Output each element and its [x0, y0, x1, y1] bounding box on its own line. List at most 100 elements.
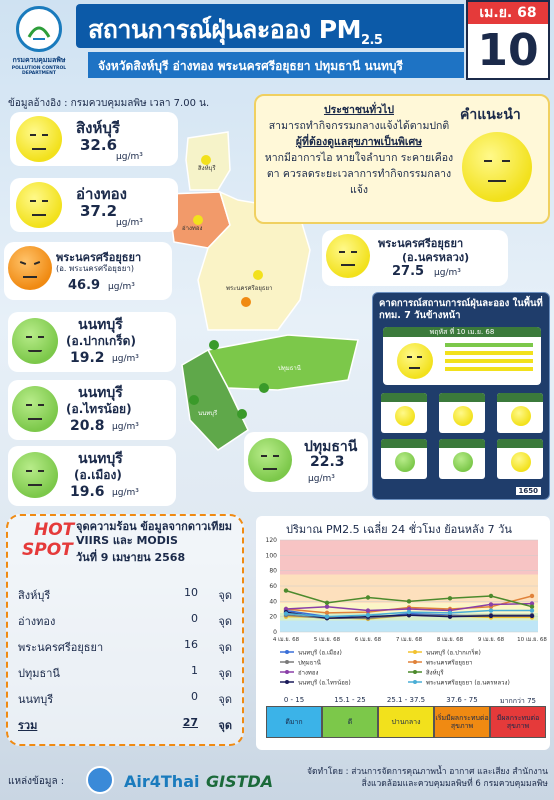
hotspot-panel: HOT SPOT จุดความร้อน ข้อมูลจากดาวเทียม V…	[6, 514, 244, 746]
data-point	[283, 606, 289, 612]
map-label-ayutthaya: พระนครศรีอยุธยา	[226, 284, 272, 292]
station-name: พระนครศรีอยุธยา	[378, 237, 464, 250]
hotspot-unit: จุด	[218, 667, 232, 680]
forecast-main-date: พฤหัส ที่ 10 เม.ย. 68	[383, 327, 541, 337]
pm25-line-chart: 0 20 40 60 80 100 120 4 เม.ย. 68 5 เม.ย. 68 6 เม.…	[266, 537, 548, 687]
good-face-icon	[248, 438, 292, 482]
station-value: 46.9	[68, 278, 101, 293]
good-face-icon	[12, 386, 58, 432]
good-face-icon	[453, 452, 473, 472]
data-point	[529, 601, 535, 606]
hotspot-title-hot: HOT	[34, 520, 75, 540]
marker-angthong	[193, 215, 203, 225]
hotspot-date: วันที่ 9 เมษายน 2568	[76, 551, 186, 564]
data-point	[324, 604, 330, 609]
data-point	[488, 602, 494, 607]
aqi-level-cell: ดีมาก	[266, 706, 322, 738]
marker-nakhonluang	[253, 270, 263, 280]
hotspot-unit: จุด	[218, 615, 232, 628]
hotspot-province: นนทบุรี	[18, 693, 54, 706]
hotspot-count: 0	[191, 690, 198, 703]
station-unit: µg/m³	[112, 488, 139, 498]
station-unit: µg/m³	[434, 268, 461, 278]
data-point	[447, 614, 453, 619]
aqi-range-label: 25.1 - 37.5	[386, 696, 426, 704]
chart-band	[280, 574, 538, 604]
advice-general-body: สามารถทำกิจกรรมกลางแจ้งได้ตามปกติ	[268, 120, 450, 132]
y-tick-label: 60	[269, 583, 277, 590]
y-tick-label: 100	[266, 552, 278, 559]
station-unit: µg/m³	[116, 152, 143, 162]
hotline-number: 1650	[515, 487, 541, 495]
map-pathum	[206, 334, 359, 391]
aqi-level-cell: มีผลกระทบต่อสุขภาพ	[490, 706, 546, 738]
data-point	[529, 613, 535, 619]
legend-label: อ่างทอง	[298, 670, 318, 677]
data-point	[365, 612, 371, 618]
chart-title: ปริมาณ PM2.5 เฉลี่ย 24 ชั่วโมง ย้อนหลัง …	[286, 523, 512, 536]
advice-panel: ประชาชนทั่วไป สามารถทำกิจกรรมกลางแจ้งได้…	[254, 94, 550, 224]
marker-sainoi	[237, 409, 247, 419]
data-point	[283, 588, 289, 593]
map-label-singburi: สิงห์บุรี	[198, 164, 217, 172]
legend-marker	[285, 670, 289, 674]
station-value: 27.5	[392, 264, 425, 279]
marker-pathum	[259, 383, 269, 393]
page-subtitle: จังหวัดสิงห์บุรี อ่างทอง พระนครศรีอยุธยา…	[88, 52, 464, 78]
data-point	[488, 608, 494, 613]
unhealthy-face-icon	[8, 246, 52, 290]
x-tick-label: 8 เม.ย. 68	[437, 637, 464, 643]
pcd-logo-icon	[16, 6, 62, 52]
station-district: (อ.นครหลวง)	[402, 251, 470, 264]
date-month: เม.ย. 68	[468, 2, 548, 24]
station-name: นนทบุรี	[78, 317, 123, 333]
forecast-day-card	[381, 393, 427, 433]
hotspot-count: 0	[191, 612, 198, 625]
data-point	[447, 610, 453, 616]
station-card-sainoi: นนทบุรี (อ.ไทรน้อย) 20.8 µg/m³	[8, 380, 176, 440]
station-card-ayutthaya: พระนครศรีอยุธยา (อ. พระนครศรีอยุธยา) 46.…	[4, 242, 172, 300]
aqi-range-label: 37.6 - 75	[446, 696, 478, 704]
legend-label: นนทบุรี (อ.ปากเกร็ด)	[426, 648, 481, 657]
station-value: 32.6	[80, 136, 118, 154]
x-tick-label: 10 เม.ย. 68	[517, 637, 547, 643]
y-tick-label: 20	[269, 614, 277, 621]
station-value: 22.3	[310, 454, 345, 470]
station-district: (อ.เมือง)	[74, 468, 122, 482]
data-point	[365, 595, 371, 600]
map-label-nonthaburi: นนทบุรี	[198, 409, 218, 417]
logo-text: กรมควบคุมมลพิษ	[12, 56, 66, 64]
station-value: 19.6	[70, 484, 105, 500]
data-point	[447, 596, 453, 601]
station-unit: µg/m³	[308, 474, 335, 484]
station-unit: µg/m³	[108, 282, 135, 292]
station-card-nakhonluang: พระนครศรีอยุธยา (อ.นครหลวง) 27.5 µg/m³	[322, 230, 508, 286]
forecast-day-card	[439, 393, 485, 433]
data-point	[406, 612, 412, 618]
data-point	[488, 613, 494, 619]
source-label: แหล่งข้อมูล :	[8, 776, 65, 787]
hotspot-total-count: 27	[182, 716, 198, 729]
legend-label: นนทบุรี (อ.เมือง)	[298, 649, 342, 657]
hotspot-province: อ่างทอง	[18, 615, 56, 628]
hotspot-unit: จุด	[218, 719, 232, 732]
legend-marker	[413, 680, 417, 684]
y-tick-label: 40	[269, 598, 277, 605]
x-tick-label: 6 เม.ย. 68	[355, 637, 382, 643]
data-point	[406, 609, 412, 615]
moderate-face-icon	[397, 343, 433, 379]
hotspot-count: 16	[184, 638, 198, 651]
data-point	[283, 611, 289, 616]
advice-sensitive-head: ผู้ที่ต้องดูแลสุขภาพเป็นพิเศษ	[295, 136, 423, 148]
moderate-face-icon	[511, 452, 531, 472]
station-card-angthong: อ่างทอง 37.2 µg/m³	[10, 178, 178, 232]
data-point	[529, 604, 535, 609]
station-unit: µg/m³	[116, 218, 143, 228]
aqi-legend: 0 - 15 ดีมาก 15.1 - 25 ดี 25.1 - 37.5 ปานกลาง…	[266, 696, 546, 738]
station-name: นนทบุรี	[78, 385, 123, 401]
station-value: 19.2	[70, 350, 105, 366]
data-point	[365, 608, 371, 613]
marker-ayutthaya	[241, 297, 251, 307]
marker-singburi	[201, 155, 211, 165]
forecast-day-card	[381, 439, 427, 479]
